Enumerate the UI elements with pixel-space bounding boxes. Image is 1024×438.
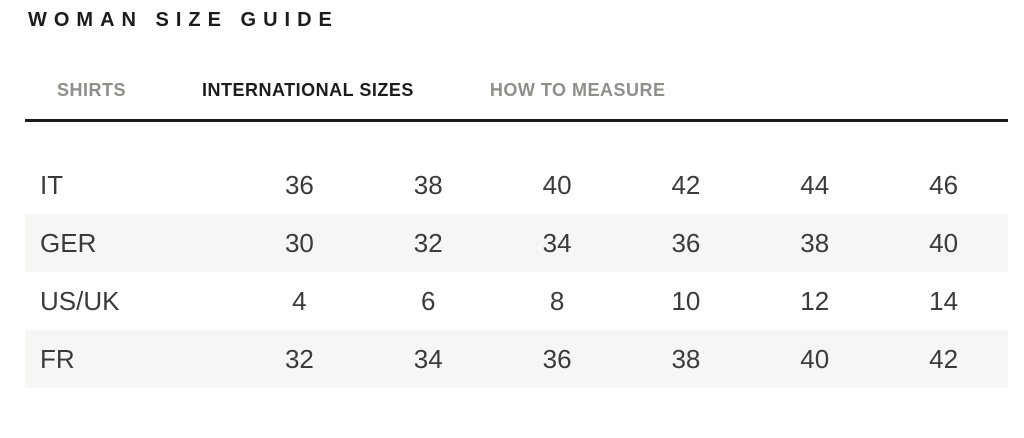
tab-international-sizes[interactable]: INTERNATIONAL SIZES (202, 80, 414, 100)
size-cell: 32 (284, 343, 314, 374)
table-row-it: IT 36 38 40 42 44 46 (25, 156, 1008, 214)
size-cell: 30 (284, 227, 314, 258)
size-cell: 46 (929, 169, 959, 200)
size-cell: 36 (542, 343, 572, 374)
international-sizes-table: IT 36 38 40 42 44 46 GER 30 32 34 36 38 … (25, 156, 1008, 388)
row-label: FR (40, 343, 75, 374)
size-cell: 4 (292, 285, 307, 316)
row-label: GER (40, 227, 97, 258)
size-cell: 36 (671, 227, 701, 258)
size-cell: 36 (284, 169, 314, 200)
size-cell: 12 (800, 285, 830, 316)
size-cell: 34 (542, 227, 572, 258)
page-title: WOMAN SIZE GUIDE (28, 9, 339, 31)
size-cell: 6 (421, 285, 436, 316)
size-guide-tab-bar: SHIRTS INTERNATIONAL SIZES HOW TO MEASUR… (25, 80, 1008, 122)
row-label: US/UK (40, 285, 120, 316)
row-label: IT (40, 169, 64, 200)
tab-how-to-measure[interactable]: HOW TO MEASURE (489, 80, 666, 100)
table-row-usuk: US/UK 4 6 8 10 12 14 (25, 272, 1008, 330)
tab-shirts[interactable]: SHIRTS (57, 80, 127, 100)
size-cell: 44 (800, 169, 830, 200)
table-row-fr: FR 32 34 36 38 40 42 (25, 330, 1008, 388)
size-cell: 8 (549, 285, 565, 316)
size-guide-panel: WOMAN SIZE GUIDE SHIRTS INTERNATIONAL SI… (25, 0, 1008, 388)
size-cell: 42 (929, 343, 959, 374)
size-cell: 32 (413, 227, 443, 258)
table-row-ger: GER 30 32 34 36 38 40 (25, 214, 1008, 272)
size-cell: 40 (800, 343, 830, 374)
size-cell: 34 (413, 343, 443, 374)
size-cell: 38 (671, 343, 701, 374)
size-cell: 38 (800, 227, 830, 258)
size-cell: 14 (929, 285, 959, 316)
size-cell: 38 (413, 169, 443, 200)
size-cell: 10 (671, 285, 701, 316)
size-cell: 40 (929, 227, 959, 258)
size-cell: 40 (542, 169, 572, 200)
size-cell: 42 (671, 169, 701, 200)
